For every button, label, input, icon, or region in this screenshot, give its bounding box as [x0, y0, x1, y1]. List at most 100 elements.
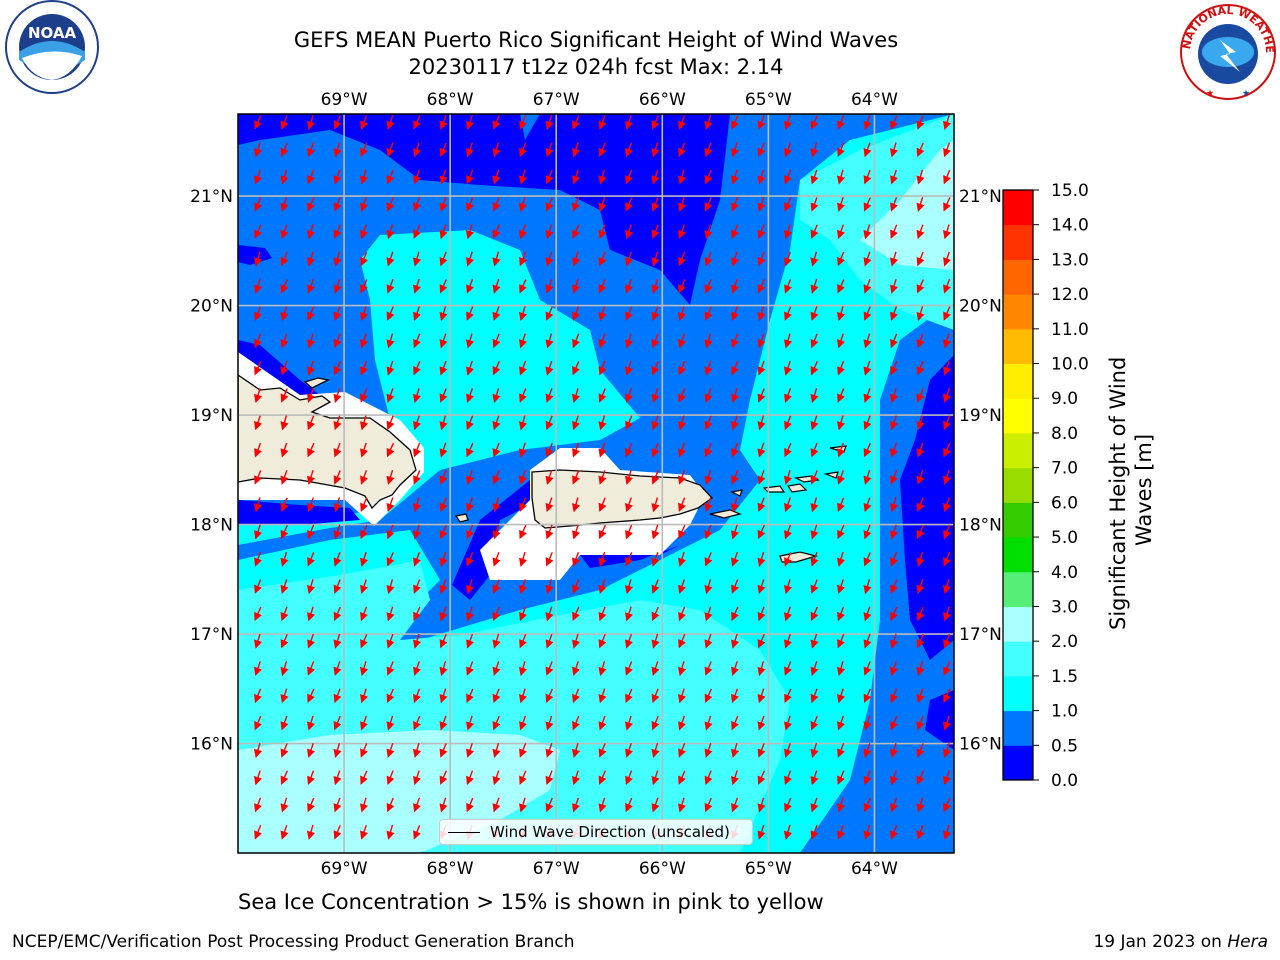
wind-arrow	[307, 497, 315, 513]
wind-arrow	[360, 251, 368, 267]
wind-arrow	[757, 360, 766, 376]
wind-arrow	[386, 306, 395, 321]
wind-arrow	[254, 197, 262, 212]
wind-arrow	[413, 415, 421, 431]
wind-arrow	[890, 361, 898, 376]
colorbar-tick-label: 1.0	[1051, 702, 1078, 722]
wind-arrow	[863, 743, 872, 758]
colorbar-segment	[1003, 363, 1033, 399]
wind-arrow	[492, 388, 501, 404]
map-area	[238, 114, 954, 853]
wind-arrow	[916, 360, 925, 376]
wind-arrow	[678, 606, 686, 622]
wind-arrow	[731, 715, 739, 731]
wind-arrow	[625, 197, 633, 212]
wind-arrow	[784, 661, 792, 676]
wind-arrow	[704, 688, 713, 703]
wind-arrow	[704, 606, 713, 622]
wind-arrow	[492, 470, 501, 485]
wind-arrow	[943, 360, 951, 376]
wind-arrow	[466, 306, 474, 321]
colorbar-tick-label: 7.0	[1051, 459, 1078, 479]
wind-arrow	[731, 442, 739, 458]
wind-arrow	[863, 197, 872, 212]
wind-arrow	[784, 770, 792, 786]
wind-arrow	[254, 797, 262, 813]
wind-arrow	[731, 606, 739, 622]
wind-arrow	[466, 552, 474, 567]
wind-arrow	[784, 388, 792, 403]
wind-arrow	[678, 497, 686, 512]
wind-arrow	[651, 661, 660, 676]
wind-arrow	[413, 606, 421, 622]
wind-arrow	[784, 279, 792, 294]
wind-arrow	[837, 688, 845, 704]
svg-text:NOAA: NOAA	[28, 24, 77, 42]
wind-arrow	[360, 606, 368, 622]
wind-arrow	[360, 743, 368, 758]
wind-arrow	[837, 251, 845, 267]
wind-arrow	[519, 579, 527, 595]
wind-arrow	[704, 306, 713, 321]
wind-arrow	[837, 633, 845, 649]
wind-arrow	[651, 470, 660, 485]
wind-arrow	[466, 688, 474, 703]
wind-arrow	[757, 497, 766, 512]
wind-arrow	[466, 743, 474, 758]
wind-arrow	[704, 279, 713, 294]
wind-arrow	[333, 361, 342, 376]
colorbar-segment	[1003, 467, 1033, 503]
map-legend: Wind Wave Direction (unscaled)	[439, 819, 753, 845]
wind-arrow	[890, 115, 898, 130]
wind-arrow	[333, 169, 342, 185]
wind-arrow	[916, 442, 925, 458]
wind-arrow	[333, 333, 342, 349]
wind-arrow	[784, 169, 792, 185]
lat-tick-label-right: 17°N	[959, 625, 1002, 645]
wind-arrow	[254, 770, 262, 786]
wind-arrow	[492, 142, 501, 158]
wind-arrow	[571, 388, 581, 404]
wind-arrow	[598, 333, 607, 349]
wind-arrow	[386, 142, 395, 158]
wind-arrow	[360, 524, 368, 540]
wind-arrow	[519, 688, 527, 704]
wind-arrow	[412, 142, 422, 158]
wind-arrow	[890, 415, 898, 431]
wind-arrow	[677, 551, 687, 567]
wind-arrow	[253, 742, 263, 758]
wind-arrow	[571, 633, 581, 649]
wind-arrow	[730, 142, 740, 158]
wind-arrow	[651, 361, 660, 376]
wind-arrow	[837, 579, 845, 595]
wind-arrow	[757, 470, 766, 485]
wind-arrow	[466, 115, 474, 130]
footer-host: Hera	[1227, 932, 1268, 952]
lon-tick-label-top: 65°W	[745, 90, 792, 110]
wind-arrow	[386, 661, 395, 676]
wind-arrow	[307, 442, 315, 458]
wind-arrow	[863, 497, 872, 513]
wind-arrow	[810, 115, 819, 130]
map-frame	[237, 113, 955, 854]
wind-arrow	[943, 415, 951, 431]
wind-arrow	[519, 333, 527, 349]
wind-arrow	[890, 770, 898, 786]
wind-arrow	[333, 278, 342, 294]
wind-arrow	[598, 142, 607, 158]
wind-arrow	[942, 224, 952, 240]
wind-arrow	[306, 333, 316, 349]
wind-arrow	[545, 770, 554, 786]
wind-arrow	[784, 306, 792, 321]
footer-date-text: 19 Jan 2023 on	[1093, 932, 1228, 952]
lon-tick-label-top: 67°W	[533, 90, 580, 110]
wind-arrow	[731, 361, 739, 376]
wind-arrow	[757, 824, 766, 840]
wind-arrow	[890, 606, 898, 622]
wind-arrow	[890, 224, 898, 239]
lon-tick-label-top: 68°W	[427, 90, 474, 110]
wind-arrow	[651, 115, 660, 130]
wind-arrow	[465, 224, 475, 240]
wind-arrow	[731, 224, 739, 239]
wind-arrow	[943, 115, 951, 130]
